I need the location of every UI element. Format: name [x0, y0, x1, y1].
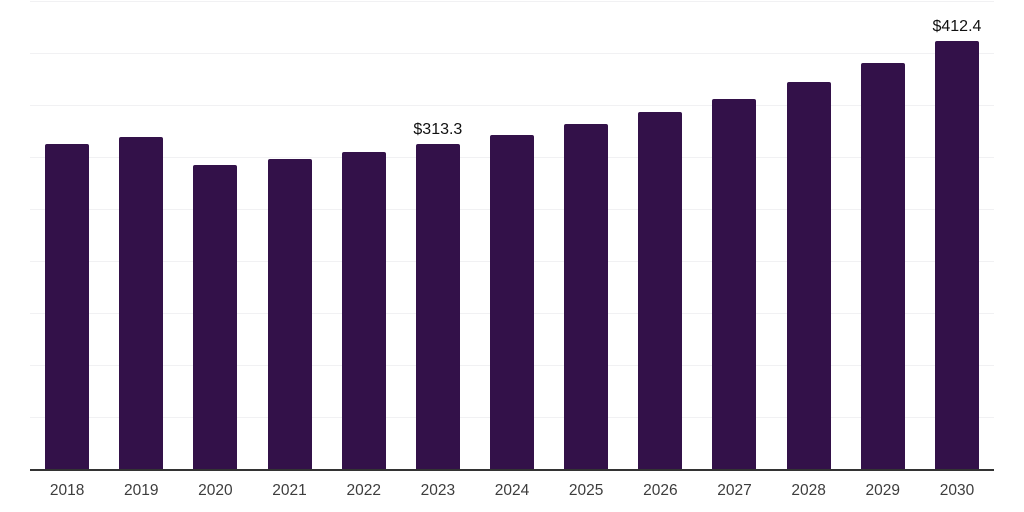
- x-axis-label-2021: 2021: [272, 482, 307, 499]
- x-axis-line: [30, 469, 994, 471]
- bar-slot: [178, 2, 252, 470]
- bar-2022: [341, 152, 386, 470]
- bar-2028: [786, 81, 831, 470]
- x-axis-label-2024: 2024: [494, 482, 530, 499]
- x-axis-label-2027: 2027: [717, 482, 752, 499]
- bar-2023: [415, 144, 460, 470]
- bar-2019: [119, 136, 164, 470]
- bar-2020: [193, 165, 238, 470]
- bar-value-label-2023: $313.3: [413, 121, 463, 139]
- x-axis-label-2019: 2019: [123, 482, 159, 499]
- bar-slot: [772, 2, 846, 470]
- bar-2024: [490, 135, 535, 470]
- x-axis-label-2028: 2028: [791, 482, 826, 499]
- gridline: [30, 1, 994, 2]
- gridline: [30, 105, 994, 106]
- gridline: [30, 53, 994, 54]
- x-axis-label-2022: 2022: [346, 482, 381, 499]
- x-axis-labels: 2018 2019 2020 2021 2022 2023 2024 2025 2026 2027…: [30, 481, 994, 500]
- bar-2030: [934, 41, 979, 470]
- bar-2026: [638, 111, 683, 470]
- bars-container: $313.3 $412.4: [30, 2, 994, 470]
- x-axis-label-2023: 2023: [420, 482, 456, 499]
- x-axis-label-2020: 2020: [198, 482, 233, 499]
- bar-slot: [697, 2, 771, 470]
- bar-2021: [267, 159, 312, 470]
- x-axis-label-2025: 2025: [568, 482, 604, 499]
- bar-slot: [30, 2, 104, 470]
- bar-2018: [45, 144, 90, 470]
- x-axis-label-2029: 2029: [865, 482, 901, 499]
- bar-slot: [327, 2, 401, 470]
- bar-2025: [564, 123, 609, 470]
- bar-slot: [104, 2, 178, 470]
- x-axis-label-2018: 2018: [49, 482, 85, 499]
- bar-2029: [860, 62, 905, 470]
- bar-slot: [549, 2, 623, 470]
- bar-slot: $412.4: [920, 2, 994, 470]
- bar-slot: [475, 2, 549, 470]
- bar-slot: [623, 2, 697, 470]
- bar-value-label-2030: $412.4: [932, 18, 982, 36]
- bar-slot: [252, 2, 326, 470]
- x-axis-label-2026: 2026: [643, 482, 678, 499]
- bar-2027: [712, 98, 757, 470]
- bar-slot: $313.3: [401, 2, 475, 470]
- bar-slot: [846, 2, 920, 470]
- plot-area: $313.3 $412.4: [30, 1, 994, 470]
- x-axis-label-2030: 2030: [939, 482, 975, 499]
